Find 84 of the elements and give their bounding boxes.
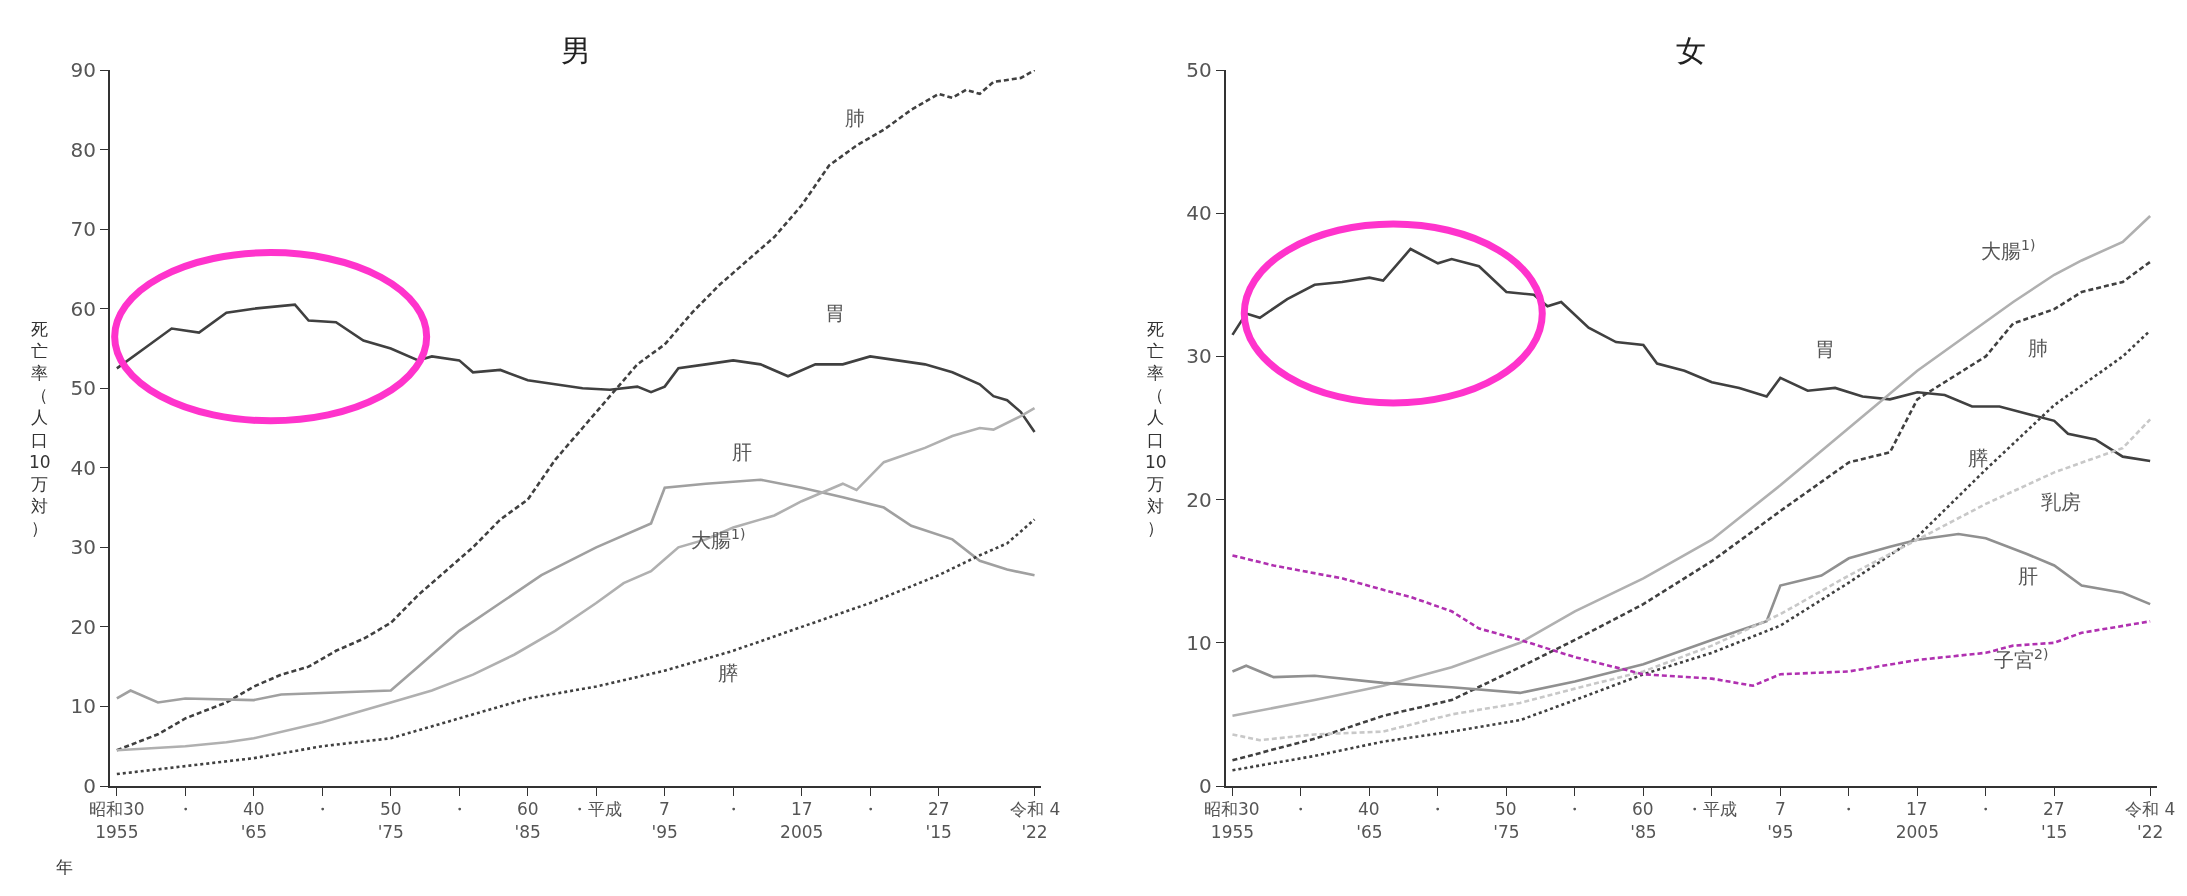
text: ・平成 <box>571 799 622 819</box>
y-tick-label: 10 <box>1186 630 1212 655</box>
text: 17 <box>1906 799 1928 819</box>
x-tick-label: '75 <box>1493 822 1520 843</box>
text: 17 <box>791 799 813 819</box>
text: 令和 4 <box>1010 799 1061 819</box>
x-tick-label: '85 <box>514 822 541 843</box>
chart-title: 女 <box>1676 33 1706 68</box>
series-label: 膵 <box>718 661 738 685</box>
text: 昭和30 <box>1204 799 1260 819</box>
text: ・ <box>1566 799 1583 819</box>
text: 40 <box>1358 799 1380 819</box>
text: ・ <box>725 799 742 819</box>
x-tick-label: '75 <box>377 822 404 843</box>
x-tick-label: '15 <box>2041 822 2068 843</box>
chart-title: 男 <box>561 33 591 68</box>
x-tick-label: '22 <box>1021 822 1048 843</box>
text: ・ <box>1840 799 1857 819</box>
y-tick-label: 50 <box>1186 58 1212 82</box>
x-tick-label: '95 <box>651 822 678 843</box>
line-series <box>115 70 1036 752</box>
text: 死亡率（人口10万対） <box>1145 319 1167 538</box>
text: 7 <box>1775 799 1786 819</box>
series-label: 乳房 <box>2041 490 2081 514</box>
series-label: 胃 <box>1815 337 1835 361</box>
x-tick-label: '95 <box>1767 822 1794 843</box>
text: 60 <box>517 799 539 819</box>
text: ・ <box>177 799 194 819</box>
text: 27 <box>928 799 950 819</box>
y-tick-label: 70 <box>70 217 96 242</box>
text: ・ <box>1292 799 1309 819</box>
text: ・平成 <box>1686 799 1737 819</box>
text: 60 <box>1632 799 1654 819</box>
y-tick-label: 40 <box>70 455 96 480</box>
series-label: 胃 <box>825 301 845 325</box>
y-tick-label: 30 <box>1186 344 1212 369</box>
series-label: 大腸$^{1)}$ <box>1981 237 2036 264</box>
series-label: 肝 <box>732 440 752 464</box>
x-tick-label: 1955 <box>95 822 139 843</box>
x-tick-label: '85 <box>1630 822 1657 843</box>
text: 7 <box>659 799 670 819</box>
x-tick-label: '15 <box>925 822 952 843</box>
series-label: 肺 <box>845 106 865 130</box>
series-label: 大腸$^{1)}$ <box>691 526 746 553</box>
x-tick-label: 1955 <box>1210 822 1255 843</box>
y-tick-label: 20 <box>70 614 96 639</box>
text: 50 <box>380 799 402 819</box>
text: 50 <box>1495 799 1517 819</box>
x-tick-label: '22 <box>2137 822 2164 843</box>
text: ・ <box>314 799 331 819</box>
x-tick-label: '65 <box>240 822 267 843</box>
y-tick-label: 0 <box>83 774 96 798</box>
text: ・ <box>451 799 468 819</box>
y-tick-label: 10 <box>70 694 96 719</box>
x-tick-label: '65 <box>1356 822 1383 843</box>
y-tick-label: 80 <box>70 137 96 162</box>
line-series <box>1231 532 2152 695</box>
x-tick-label: 2005 <box>780 822 824 843</box>
line-series <box>115 518 1036 776</box>
series-label: 肺 <box>2028 336 2048 360</box>
line-series <box>1231 418 2152 742</box>
series-label: 子宮$^{2)}$ <box>1994 646 2049 673</box>
text: 40 <box>243 799 265 819</box>
text: 令和 4 <box>2125 799 2176 819</box>
y-tick-label: 40 <box>1186 201 1212 226</box>
text: ・ <box>862 799 879 819</box>
text: 年 <box>56 857 73 877</box>
text: 27 <box>2043 799 2065 819</box>
line-series <box>115 478 1036 704</box>
y-tick-label: 20 <box>1186 487 1212 512</box>
y-tick-label: 90 <box>70 58 96 82</box>
y-tick-label: 0 <box>1198 774 1212 798</box>
text: ・ <box>1977 799 1994 819</box>
text: ・ <box>1429 799 1446 819</box>
text: 死亡率（人口10万対） <box>29 319 51 538</box>
y-tick-label: 60 <box>70 296 96 321</box>
series-label: 膵 <box>1968 446 1988 470</box>
y-tick-label: 30 <box>70 535 96 560</box>
line-series <box>115 406 1036 752</box>
text: 昭和30 <box>89 799 145 819</box>
series-label: 肝 <box>2018 564 2038 588</box>
y-tick-label: 50 <box>70 376 96 401</box>
x-tick-label: 2005 <box>1895 822 1939 843</box>
line-series <box>1231 214 2152 718</box>
